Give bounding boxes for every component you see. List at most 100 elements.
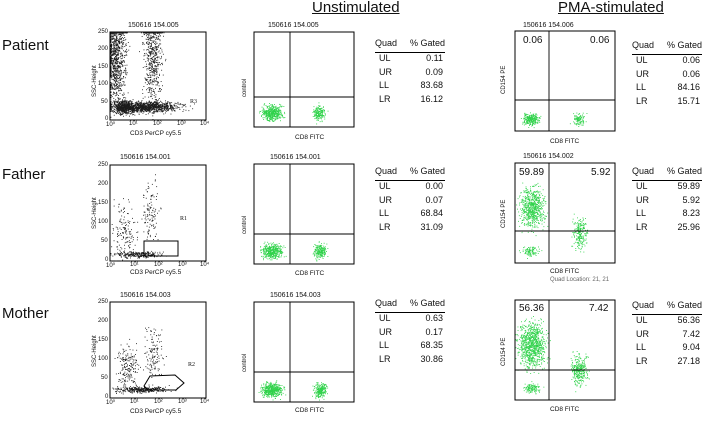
event-dot: [577, 116, 578, 118]
event-dot: [151, 51, 153, 53]
event-dot: [278, 113, 280, 115]
event-dot: [129, 244, 131, 245]
event-dot: [138, 105, 140, 107]
event-dot: [529, 119, 531, 121]
event-dot: [152, 64, 153, 66]
event-dot: [316, 110, 317, 112]
event-dot: [148, 38, 150, 39]
event-dot: [111, 95, 112, 97]
event-dot: [111, 106, 113, 108]
event-dot: [140, 111, 142, 113]
event-dot: [323, 116, 325, 118]
event-dot: [139, 110, 141, 112]
event-dot: [123, 93, 125, 95]
event-dot: [280, 120, 281, 122]
col-header-quad: Quad: [375, 38, 398, 48]
event-dot: [117, 68, 119, 70]
event-dot: [168, 109, 169, 111]
event-dot: [147, 236, 148, 238]
event-dot: [580, 121, 582, 123]
event-dot: [138, 104, 140, 106]
event-dot: [166, 105, 168, 107]
event-dot: [111, 108, 113, 110]
event-dot: [537, 120, 539, 122]
event-dot: [127, 108, 129, 110]
event-dot: [324, 118, 326, 120]
event-dot: [110, 49, 112, 51]
event-dot: [115, 72, 117, 74]
event-dot: [124, 252, 126, 254]
event-dot: [164, 108, 166, 110]
event-dot: [277, 117, 279, 119]
event-dot: [259, 112, 260, 114]
event-dot: [267, 251, 269, 253]
event-dot: [271, 112, 272, 114]
event-dot: [269, 255, 270, 256]
event-dot: [124, 46, 126, 47]
event-dot: [123, 227, 125, 229]
event-dot: [122, 46, 124, 48]
event-dot: [278, 109, 280, 111]
event-dot: [154, 74, 156, 76]
event-dot: [110, 76, 112, 78]
event-dot: [150, 108, 152, 110]
event-dot: [581, 119, 583, 121]
event-dot: [115, 77, 117, 79]
event-dot: [159, 75, 160, 76]
event-dot: [160, 106, 162, 108]
event-dot: [171, 102, 173, 104]
event-dot: [118, 34, 120, 36]
event-dot: [146, 208, 148, 210]
event-dot: [159, 106, 161, 108]
event-dot: [263, 112, 265, 114]
event-dot: [145, 52, 147, 54]
event-dot: [116, 68, 118, 70]
event-dot: [110, 75, 112, 77]
event-dot: [155, 68, 157, 70]
event-dot: [153, 33, 155, 35]
event-dot: [111, 48, 113, 49]
event-dot: [529, 120, 531, 122]
event-dot: [111, 60, 113, 61]
event-dot: [154, 69, 155, 71]
event-dot: [150, 105, 152, 106]
event-dot: [579, 116, 581, 117]
event-dot: [117, 50, 119, 52]
event-dot: [269, 118, 271, 120]
event-dot: [150, 101, 152, 103]
event-dot: [313, 106, 315, 108]
event-dot: [273, 106, 275, 108]
event-dot: [136, 110, 138, 112]
event-dot: [125, 72, 127, 74]
event-dot: [157, 63, 159, 65]
event-dot: [316, 115, 318, 116]
event-dot: [268, 246, 270, 247]
event-dot: [319, 121, 321, 123]
event-dot: [124, 250, 125, 252]
event-dot: [274, 118, 276, 120]
event-dot: [116, 47, 118, 49]
event-dot: [120, 70, 122, 71]
event-dot: [129, 107, 131, 109]
x-tick: 10⁴: [200, 121, 210, 127]
event-dot: [116, 84, 118, 86]
event-dot: [117, 34, 119, 36]
event-dot: [120, 77, 122, 79]
event-dot: [140, 254, 142, 256]
event-dot: [112, 72, 114, 74]
event-dot: [145, 219, 147, 221]
event-dot: [116, 112, 118, 114]
event-dot: [527, 121, 529, 123]
event-dot: [316, 117, 318, 119]
event-dot: [113, 68, 114, 69]
event-dot: [144, 108, 146, 110]
event-dot: [264, 245, 266, 247]
event-dot: [117, 104, 119, 105]
event-dot: [276, 113, 278, 114]
event-dot: [312, 116, 314, 117]
event-dot: [120, 229, 122, 230]
event-dot: [120, 101, 122, 102]
event-dot: [112, 102, 114, 104]
event-dot: [271, 107, 273, 109]
event-dot: [126, 102, 127, 104]
